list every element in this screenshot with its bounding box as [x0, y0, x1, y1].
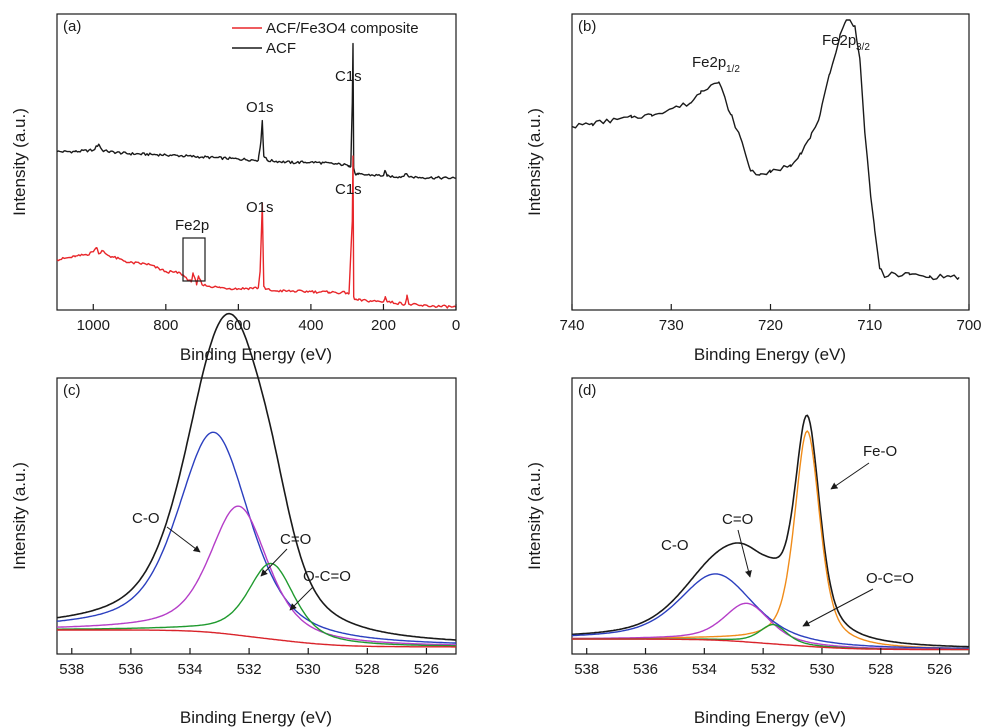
panel-d-label: (d) — [578, 382, 596, 399]
x-tick-label: 532 — [751, 661, 776, 678]
panel-a-label: (a) — [63, 18, 81, 35]
arrow-c-o — [166, 526, 201, 553]
panel-d-frame — [571, 377, 970, 655]
arrow-o-c-double-o — [289, 586, 314, 611]
series-acf-fe3o4-composite — [56, 155, 457, 309]
x-tick-label: 534 — [692, 661, 717, 678]
fit-envelope — [56, 312, 457, 641]
x-tick-label: 800 — [153, 317, 178, 334]
panel-c-frame — [56, 377, 457, 655]
fit-c-o — [571, 573, 970, 650]
annotation-c-double-o: C=O — [280, 531, 311, 548]
x-tick-label: 528 — [355, 661, 380, 678]
arrow-fe-o — [830, 462, 870, 490]
x-tick-label: 526 — [414, 661, 439, 678]
annotation-o1s-acf: O1s — [246, 99, 274, 116]
fit-fe-o — [572, 430, 969, 650]
arrow-d-double-o — [737, 529, 752, 578]
x-tick-label: 720 — [758, 317, 783, 334]
x-tick-label: 530 — [809, 661, 834, 678]
x-tick-label: 532 — [237, 661, 262, 678]
annotation-d-o-c-double-o: O-C=O — [866, 570, 914, 587]
fit-envelope — [571, 414, 969, 648]
annotation-c1s-composite: C1s — [335, 181, 362, 198]
panel-a-frame — [56, 13, 457, 311]
panel-a-xlabel: Binding Energy (eV) — [180, 345, 332, 364]
x-tick-label: 710 — [857, 317, 882, 334]
x-tick-label: 530 — [296, 661, 321, 678]
x-tick-label: 400 — [298, 317, 323, 334]
fit-background — [572, 638, 969, 651]
annotation-c-o: C-O — [132, 510, 160, 527]
fit-o-c-o — [57, 562, 456, 647]
panel-b-ticks: 740 730 720 710 700 — [559, 304, 982, 334]
annotation-fe2p-half-sub: 1/2 — [726, 64, 740, 75]
panel-d-xlabel: Binding Energy (eV) — [694, 708, 846, 727]
panel-c-plot — [56, 312, 457, 648]
annotation-fe2p-three-half: Fe2p 3/2 — [822, 32, 870, 53]
x-tick-label: 600 — [226, 317, 251, 334]
x-tick-label: 536 — [118, 661, 143, 678]
annotation-o-c-double-o: O-C=O — [303, 568, 351, 585]
x-tick-label: 534 — [177, 661, 202, 678]
x-tick-label: 536 — [633, 661, 658, 678]
annotation-c1s-acf: C1s — [335, 68, 362, 85]
x-tick-label: 730 — [659, 317, 684, 334]
annotation-fe-o: Fe-O — [863, 443, 897, 460]
panel-b-label: (b) — [578, 18, 596, 35]
panel-d-ylabel: Intensity (a.u.) — [525, 462, 544, 570]
panel-b-ylabel: Intensity (a.u.) — [525, 108, 544, 216]
annotation-d-double-o: C=O — [722, 511, 753, 528]
x-tick-label: 528 — [868, 661, 893, 678]
fe2p-highlight-box — [182, 237, 206, 282]
panel-c: (c) 538 536 534 532 530 528 526 Binding Energy… — [10, 312, 457, 727]
legend-label-composite: ACF/Fe3O4 composite — [266, 20, 419, 37]
fit-c-o — [56, 431, 457, 644]
annotation-fe2p-half-main: Fe2p — [692, 54, 726, 71]
x-tick-label: 700 — [956, 317, 981, 334]
fit-background — [57, 629, 456, 648]
legend-label-acf: ACF — [266, 40, 296, 57]
panel-c-xlabel: Binding Energy (eV) — [180, 708, 332, 727]
x-tick-label: 538 — [574, 661, 599, 678]
panel-d: (d) 538 536 534 532 530 528 526 Binding Energy… — [525, 377, 970, 727]
panel-b-frame — [571, 13, 970, 311]
fit-c-o — [57, 505, 457, 646]
panel-c-ylabel: Intensity (a.u.) — [10, 462, 29, 570]
x-tick-label: 200 — [371, 317, 396, 334]
annotation-fe2p: Fe2p — [175, 217, 209, 234]
annotation-o1s-composite: O1s — [246, 199, 274, 216]
series-acf — [56, 42, 457, 180]
x-tick-label: 526 — [927, 661, 952, 678]
panel-a-ticks: 1000 800 600 400 200 0 — [77, 304, 460, 334]
panel-d-ticks: 538 536 534 532 530 528 526 — [574, 648, 952, 678]
panel-b: (b) 740 730 720 710 700 Binding Energy (eV) … — [525, 13, 982, 364]
annotation-fe2p-three-half-sub: 3/2 — [856, 42, 870, 53]
annotation-fe2p-half: Fe2p 1/2 — [692, 54, 740, 75]
panel-c-label: (c) — [63, 382, 81, 399]
panel-b-xlabel: Binding Energy (eV) — [694, 345, 846, 364]
series-fe2p — [571, 19, 960, 281]
x-tick-label: 740 — [559, 317, 584, 334]
arrow-c-double-o — [260, 548, 288, 577]
panel-a-legend: ACF/Fe3O4 composite ACF — [232, 20, 419, 57]
panel-a-ylabel: Intensity (a.u.) — [10, 108, 29, 216]
arrow-d-o-c-double-o — [802, 588, 874, 627]
panel-b-plot — [571, 19, 960, 281]
panel-c-ticks: 538 536 534 532 530 528 526 — [59, 648, 439, 678]
annotation-d-c-o: C-O — [661, 537, 689, 554]
panel-a-plot — [56, 42, 457, 309]
annotation-fe2p-three-half-main: Fe2p — [822, 32, 856, 49]
x-tick-label: 1000 — [77, 317, 110, 334]
x-tick-label: 538 — [59, 661, 84, 678]
panel-a: (a) 1000 800 600 400 200 0 Binding Energy (eV… — [10, 13, 460, 364]
panel-d-plot — [571, 414, 970, 651]
x-tick-label: 0 — [452, 317, 460, 334]
